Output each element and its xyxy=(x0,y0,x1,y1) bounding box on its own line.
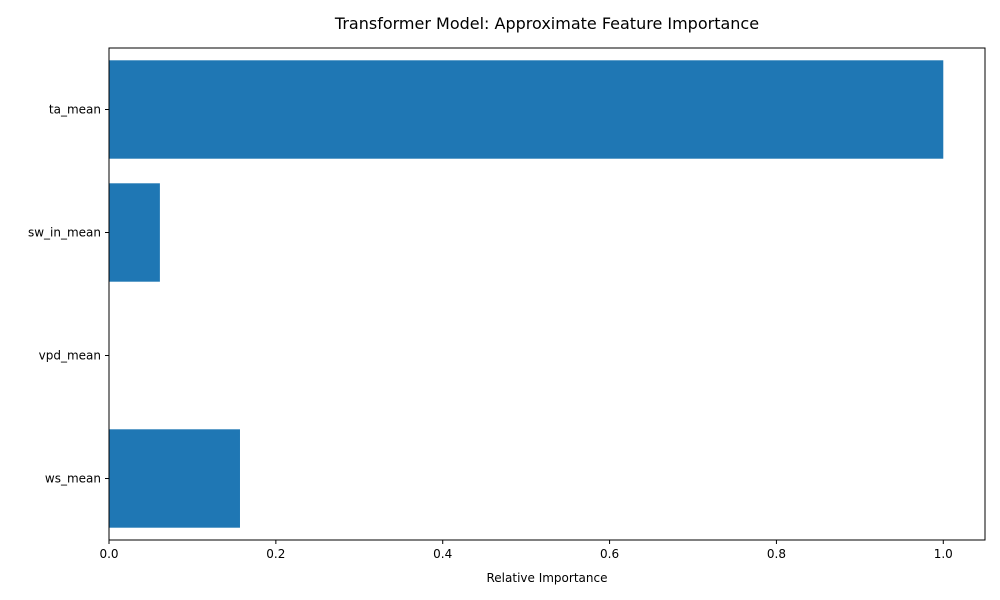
y-tick-label: ta_mean xyxy=(49,103,101,117)
y-tick-label: ws_mean xyxy=(45,472,101,486)
bars-group xyxy=(109,60,944,528)
x-tick-label: 0.4 xyxy=(433,547,452,561)
bar-ta-mean xyxy=(109,60,944,159)
x-tick-label: 1.0 xyxy=(934,547,953,561)
x-tick-label: 0.8 xyxy=(767,547,786,561)
plot-frame xyxy=(108,47,986,541)
y-tick-label: sw_in_mean xyxy=(28,226,101,240)
x-tick-label: 0.0 xyxy=(99,547,118,561)
chart-title: Transformer Model: Approximate Feature I… xyxy=(334,14,759,33)
x-ticks-group: 0.0 0.2 0.4 0.6 0.8 1.0 xyxy=(99,540,953,561)
bar-ws-mean xyxy=(109,429,240,528)
x-tick-label: 0.6 xyxy=(600,547,619,561)
y-ticks-group: ta_mean sw_in_mean vpd_mean ws_mean xyxy=(28,103,109,486)
x-tick-label: 0.2 xyxy=(266,547,285,561)
y-tick-label: vpd_mean xyxy=(39,349,101,363)
x-axis-label: Relative Importance xyxy=(487,571,608,585)
bar-sw-in-mean xyxy=(109,183,160,282)
axes-group xyxy=(108,47,986,541)
